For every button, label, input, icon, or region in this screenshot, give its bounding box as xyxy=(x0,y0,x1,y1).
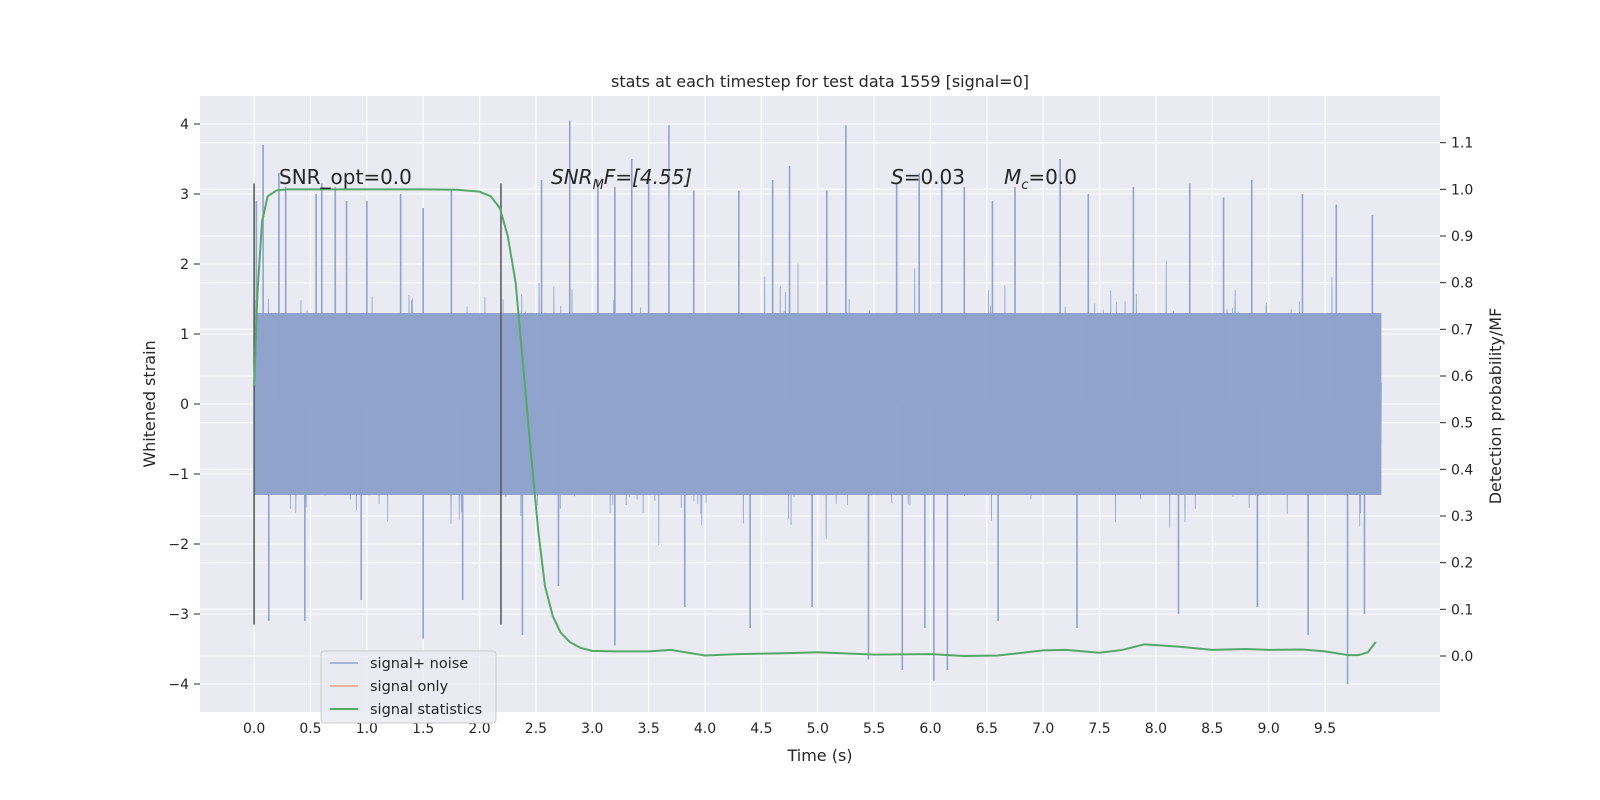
annotation-snr-mf: SNRMF=[4.55] xyxy=(551,165,692,193)
y2-tick-label: 0.5 xyxy=(1451,416,1473,432)
x-tick-label: 1.0 xyxy=(356,721,378,737)
x-tick-label: 0.0 xyxy=(243,721,265,737)
y-axis-label: Whitened strain xyxy=(140,340,159,467)
x-tick-label: 8.0 xyxy=(1145,721,1167,737)
annotation-mc-symbol: M xyxy=(1004,165,1021,189)
annotation-s: S=0.03 xyxy=(891,165,965,189)
x-tick-label: 9.0 xyxy=(1258,721,1280,737)
y2-tick-label: 0.4 xyxy=(1451,462,1473,478)
signal-statistics-line xyxy=(253,188,1377,657)
x-tick-label: 2.0 xyxy=(468,721,490,737)
x-tick-label: 5.5 xyxy=(863,721,885,737)
annotation-s-value: =0.03 xyxy=(904,165,965,189)
annotation-snr-mf-value: F=[4.55] xyxy=(604,165,692,189)
x-tick-label: 9.5 xyxy=(1314,721,1336,737)
annotation-snr-mf-subscript: M xyxy=(593,178,604,193)
y2-axis-label: Detection probability/MF xyxy=(1486,308,1505,505)
y2-tick-label: 1.0 xyxy=(1451,182,1473,198)
x-tick-label: 7.5 xyxy=(1088,721,1110,737)
y2-tick-label: 0.1 xyxy=(1451,602,1473,618)
y2-tick-label: 0.3 xyxy=(1451,509,1473,525)
x-axis-label: Time (s) xyxy=(786,746,852,765)
x-tick-label: 8.5 xyxy=(1201,721,1223,737)
x-tick-label: 5.0 xyxy=(807,721,829,737)
y2-tick-label: 0.0 xyxy=(1451,649,1473,665)
legend-box xyxy=(320,650,497,724)
legend-label-signal-statistics: signal statistics xyxy=(370,702,482,718)
y2-tick-label: 1.1 xyxy=(1451,136,1473,152)
annotation-s-symbol: S xyxy=(891,165,904,189)
y-tick-label: −3 xyxy=(168,607,189,623)
y2-axis-ticks: 0.0 0.1 0.2 0.3 0.4 0.5 0.6 0.7 0.8 0.9 1.0 1.1 xyxy=(1440,136,1473,665)
y-tick-label: 2 xyxy=(180,257,189,273)
y-tick-label: 3 xyxy=(180,187,189,203)
legend: signal+ noise signal only signal statist… xyxy=(320,650,497,724)
series-signal-noise xyxy=(253,120,1382,684)
x-tick-label: 2.5 xyxy=(525,721,547,737)
y-tick-label: −1 xyxy=(168,467,189,483)
legend-label-signal-noise: signal+ noise xyxy=(370,656,468,672)
x-tick-label: 6.0 xyxy=(919,721,941,737)
x-tick-label: 3.0 xyxy=(581,721,603,737)
annotation-mc-subscript: c xyxy=(1021,178,1028,193)
x-tick-label: 4.5 xyxy=(750,721,772,737)
x-tick-label: 3.5 xyxy=(638,721,660,737)
annotation-snr-mf-symbol: SNR xyxy=(551,165,593,189)
y-tick-label: 4 xyxy=(180,117,189,133)
y-tick-label: 0 xyxy=(180,397,189,413)
y2-tick-label: 0.6 xyxy=(1451,369,1473,385)
y2-tick-label: 0.9 xyxy=(1451,229,1473,245)
series-signal-statistics xyxy=(253,188,1377,657)
x-tick-label: 7.0 xyxy=(1032,721,1054,737)
x-tick-label: 0.5 xyxy=(299,721,321,737)
noise-core-band xyxy=(254,313,1382,495)
chart-title: stats at each timestep for test data 155… xyxy=(611,72,1029,91)
y-tick-label: −2 xyxy=(168,537,189,553)
x-tick-label: 4.0 xyxy=(694,721,716,737)
annotation-mc-value: =0.0 xyxy=(1028,165,1077,189)
annotation-mc: Mc=0.0 xyxy=(1004,165,1077,193)
x-tick-label: 1.5 xyxy=(412,721,434,737)
x-axis-ticks: 0.0 0.5 1.0 1.5 2.0 2.5 3.0 3.5 4.0 4.5 5.0 5.5 6.0 6… xyxy=(243,721,1336,737)
y-tick-label: −4 xyxy=(168,677,189,693)
y2-tick-label: 0.7 xyxy=(1451,322,1473,338)
y2-tick-label: 0.2 xyxy=(1451,556,1473,572)
vertical-markers xyxy=(253,183,502,625)
legend-label-signal-only: signal only xyxy=(370,679,449,695)
y-axis-ticks: −4 −3 −2 −1 0 1 2 3 4 xyxy=(168,117,200,693)
x-tick-label: 6.5 xyxy=(976,721,998,737)
annotation-snr-opt: SNR_opt=0.0 xyxy=(279,165,412,189)
y-tick-label: 1 xyxy=(180,327,189,343)
y2-tick-label: 0.8 xyxy=(1451,276,1473,292)
